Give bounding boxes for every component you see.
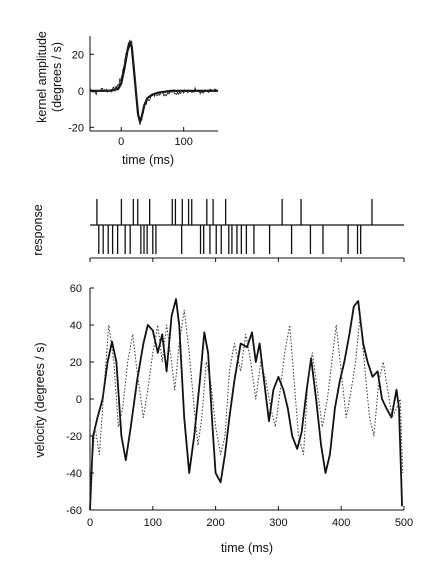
kernel-axes: [89, 36, 218, 132]
velocity-xtick-label: 100: [144, 517, 162, 529]
velocity-dotted-line: [89, 309, 404, 492]
velocity-xtick-label: 400: [332, 517, 350, 529]
velocity-ytick-label: 40: [70, 320, 82, 332]
velocity-xtick-label: 200: [206, 517, 224, 529]
velocity-ytick-label: -60: [66, 505, 82, 517]
velocity-ytick-label: 0: [76, 394, 82, 406]
response-panel: response: [31, 199, 405, 262]
kernel-lines: [89, 39, 219, 125]
kernel-ytick-label: -20: [68, 122, 84, 134]
response-spikes: [96, 199, 373, 254]
velocity-xtick-label: 300: [269, 517, 287, 529]
kernel-ytick-label: 0: [78, 86, 84, 98]
kernel-xtick-label: 0: [118, 136, 124, 148]
kernel-ylabel-line1: kernel amplitude: [35, 31, 49, 123]
kernel-noisy-line: [89, 39, 219, 125]
velocity-lines: [89, 298, 404, 511]
kernel-ticks: -20 0 20 0 100: [68, 49, 193, 148]
velocity-xlabel: time (ms): [221, 541, 273, 555]
velocity-ticks: -60 -40 -20 0 20 40 60 0 100 200 300 400 500: [66, 283, 413, 529]
kernel-xtick-label: 100: [174, 136, 192, 148]
velocity-ytick-label: -20: [66, 431, 82, 443]
kernel-xlabel: time (ms): [122, 153, 174, 167]
velocity-ylabel: velocity (degrees / s): [33, 342, 47, 457]
response-ylabel: response: [31, 204, 45, 255]
velocity-xtick-label: 0: [87, 517, 93, 529]
kernel-ylabel-line2: (degrees / s): [50, 42, 64, 112]
kernel-panel: -20 0 20 0 100 kernel amplitude (degrees / s…: [35, 31, 219, 167]
kernel-smooth-line: [90, 42, 218, 123]
velocity-axes: [89, 288, 404, 511]
kernel-ytick-label: 20: [72, 49, 84, 61]
velocity-panel: -60 -40 -20 0 20 40 60 0 100 200 300 400 500 velocit…: [33, 283, 413, 555]
velocity-solid-line: [89, 298, 403, 511]
velocity-ytick-label: -40: [66, 468, 82, 480]
velocity-ytick-label: 20: [70, 357, 82, 369]
velocity-xtick-label: 500: [395, 517, 413, 529]
velocity-ytick-label: 60: [70, 283, 82, 295]
